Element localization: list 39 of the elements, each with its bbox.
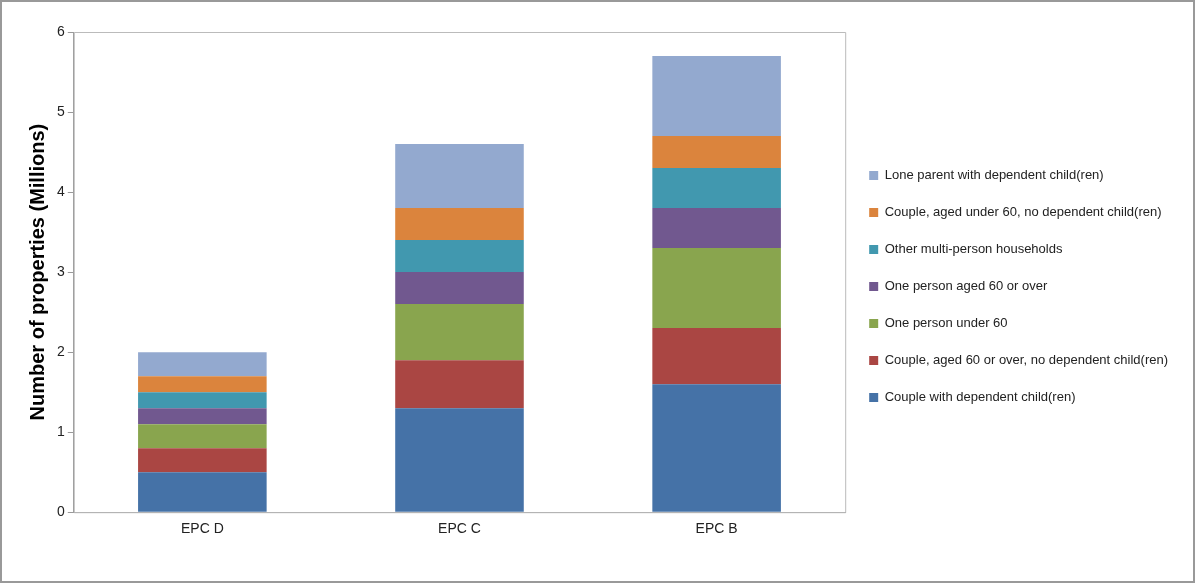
x-tick-label: EPC C: [438, 520, 481, 537]
bar: [652, 328, 781, 385]
bar: [652, 208, 781, 249]
legend-label: Lone parent with dependent child(ren): [884, 167, 1104, 183]
bar: [652, 384, 781, 512]
legend-label: Couple with dependent child(ren): [884, 389, 1076, 405]
bar: [395, 144, 524, 209]
bar: [652, 136, 781, 169]
bar: [138, 392, 267, 409]
bar: [652, 248, 781, 329]
bar: [138, 408, 267, 425]
y-axis-title: Number of properties (Millions): [25, 123, 48, 421]
legend-label: Couple, aged 60 or over, no dependent child(ren): [884, 352, 1168, 368]
y-tick-label: 2: [56, 342, 65, 359]
x-tick-label: EPC D: [180, 520, 224, 537]
y-tick-label: 6: [56, 22, 65, 39]
bar: [395, 360, 524, 409]
y-tick-label: 4: [56, 182, 65, 199]
bar: [138, 352, 267, 377]
bar: [138, 472, 267, 512]
legend-label: Couple, aged under 60, no dependent child(ren): [884, 204, 1162, 220]
bar: [395, 240, 524, 273]
bar: [652, 56, 781, 137]
x-tick-label: EPC B: [695, 520, 738, 537]
legend-label: One person aged 60 or over: [884, 278, 1048, 294]
bar: [138, 448, 267, 473]
y-tick-label: 1: [56, 423, 65, 440]
y-tick-label: 0: [56, 503, 65, 520]
bar: [395, 272, 524, 305]
y-tick-label: 3: [56, 262, 65, 279]
bar: [395, 408, 524, 512]
bar: [652, 168, 781, 209]
bar: [138, 424, 267, 449]
bar: [395, 304, 524, 361]
y-tick-label: 5: [56, 102, 65, 119]
legend-label: Other multi-person households: [884, 241, 1063, 257]
legend-label: One person under 60: [884, 315, 1008, 331]
bar: [395, 208, 524, 241]
bar: [138, 376, 267, 393]
